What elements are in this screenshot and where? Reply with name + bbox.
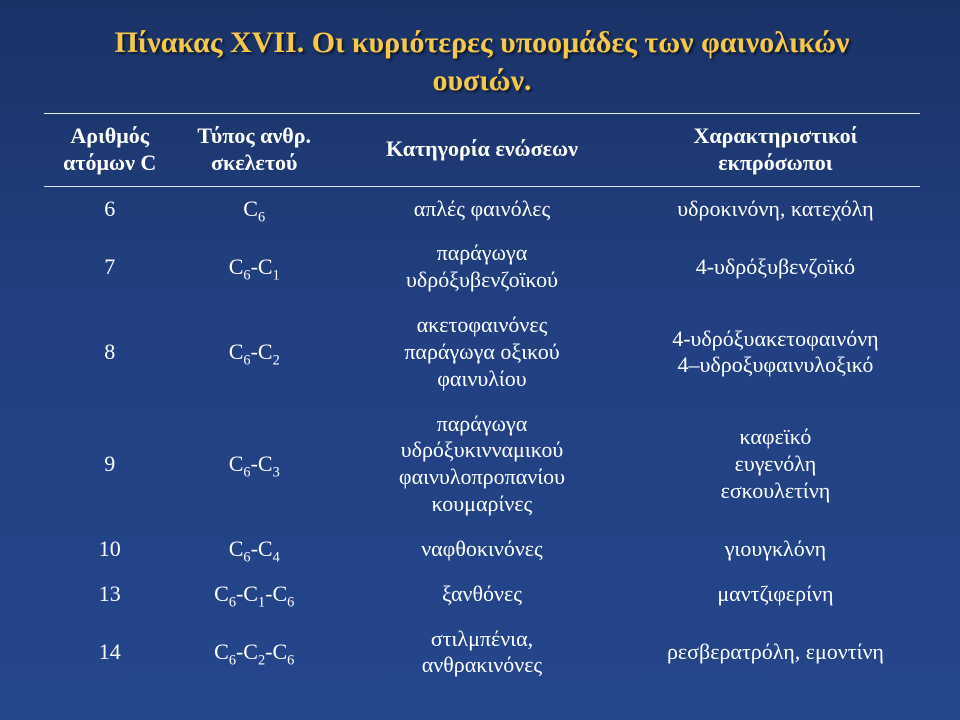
- cell-atom-count: 9: [44, 402, 175, 527]
- table-header-row: Αριθμός ατόμων C Τύπος ανθρ. σκελετού Κα…: [44, 114, 920, 186]
- cell-skeleton: C6-C2-C6: [175, 617, 333, 689]
- phenolics-table-body: 6C6απλές φαινόλεςυδροκινόνη, κατεχόλη7C6…: [44, 187, 920, 689]
- slide: Πίνακας XVII. Οι κυριότερες υποομάδες τω…: [0, 0, 960, 720]
- cell-skeleton: C6-C3: [175, 402, 333, 527]
- cell-atom-count: 13: [44, 572, 175, 617]
- cell-skeleton: C6-C4: [175, 527, 333, 572]
- cell-representatives: 4-υδρόξυακετοφαινόνη4–υδροξυφαινυλοξικό: [631, 303, 920, 401]
- cell-representatives: υδροκινόνη, κατεχόλη: [631, 187, 920, 232]
- table-row: 8C6-C2ακετοφαινόνεςπαράγωγα οξικούφαινυλ…: [44, 303, 920, 401]
- table-row: 7C6-C1παράγωγαυδρόξυβενζοϊκού4-υδρόξυβεν…: [44, 231, 920, 303]
- cell-category: παράγωγαυδρόξυβενζοϊκού: [333, 231, 631, 303]
- cell-representatives: 4-υδρόξυβενζοϊκό: [631, 231, 920, 303]
- title-line-1: Πίνακας XVII. Οι κυριότερες υποομάδες τω…: [115, 26, 850, 59]
- table-row: 10C6-C4ναφθοκινόνεςγιουγκλόνη: [44, 527, 920, 572]
- cell-category: παράγωγαυδρόξυκινναμικούφαινυλοπροπανίου…: [333, 402, 631, 527]
- table-row: 9C6-C3παράγωγαυδρόξυκινναμικούφαινυλοπρο…: [44, 402, 920, 527]
- cell-category: ναφθοκινόνες: [333, 527, 631, 572]
- col-header-category: Κατηγορία ενώσεων: [333, 114, 631, 186]
- cell-atom-count: 6: [44, 187, 175, 232]
- table-row: 6C6απλές φαινόλεςυδροκινόνη, κατεχόλη: [44, 187, 920, 232]
- cell-representatives: ρεσβερατρόλη, εμοντίνη: [631, 617, 920, 689]
- title-line-2: ουσιών.: [432, 64, 531, 97]
- cell-category: ξανθόνες: [333, 572, 631, 617]
- cell-representatives: γιουγκλόνη: [631, 527, 920, 572]
- phenolics-table: Αριθμός ατόμων C Τύπος ανθρ. σκελετού Κα…: [44, 114, 920, 186]
- cell-skeleton: C6-C2: [175, 303, 333, 401]
- cell-atom-count: 7: [44, 231, 175, 303]
- cell-skeleton: C6-C1: [175, 231, 333, 303]
- col-header-skeleton: Τύπος ανθρ. σκελετού: [175, 114, 333, 186]
- cell-category: ακετοφαινόνεςπαράγωγα οξικούφαινυλίου: [333, 303, 631, 401]
- cell-atom-count: 10: [44, 527, 175, 572]
- page-title: Πίνακας XVII. Οι κυριότερες υποομάδες τω…: [44, 24, 920, 99]
- table-row: 14C6-C2-C6στιλμπένια,ανθρακινόνεςρεσβερα…: [44, 617, 920, 689]
- cell-representatives: καφεϊκόευγενόληεσκουλετίνη: [631, 402, 920, 527]
- cell-category: απλές φαινόλες: [333, 187, 631, 232]
- cell-skeleton: C6-C1-C6: [175, 572, 333, 617]
- table-row: 13C6-C1-C6ξανθόνεςμαντζιφερίνη: [44, 572, 920, 617]
- cell-category: στιλμπένια,ανθρακινόνες: [333, 617, 631, 689]
- cell-atom-count: 8: [44, 303, 175, 401]
- cell-representatives: μαντζιφερίνη: [631, 572, 920, 617]
- cell-atom-count: 14: [44, 617, 175, 689]
- cell-skeleton: C6: [175, 187, 333, 232]
- col-header-atoms: Αριθμός ατόμων C: [44, 114, 175, 186]
- col-header-reps: Χαρακτηριστικοί εκπρόσωποι: [631, 114, 920, 186]
